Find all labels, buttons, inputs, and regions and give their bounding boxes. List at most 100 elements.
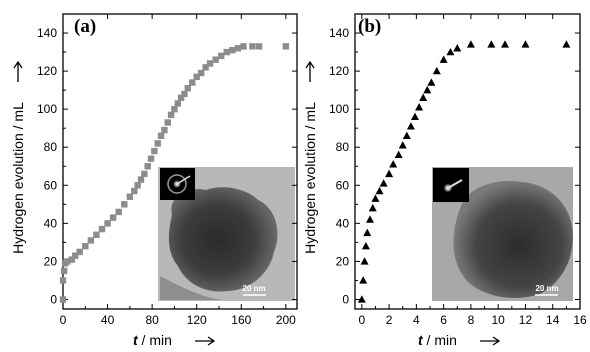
panel-a-y-tick-label: 100 [37, 102, 57, 116]
panel-a-data-point [212, 56, 219, 63]
panel-a-data-point [134, 182, 141, 189]
panel-b-data-point [419, 93, 428, 101]
panel-b-x-tick-label: 6 [440, 313, 447, 327]
panel-b-label: (b) [358, 16, 381, 37]
panel-b-data-point [487, 40, 496, 48]
panel-a-x-tick-label: 120 [187, 313, 207, 327]
panel-a-data-point [171, 105, 178, 113]
panel-a-x-tick-label: 0 [60, 313, 67, 327]
panel-a-data-point [76, 248, 83, 256]
panel-b-x-tick-label: 0 [358, 313, 365, 327]
panel-a-x-axis-label: t / min [133, 332, 172, 348]
panel-b-data-point [453, 44, 462, 52]
panel-a-data-point [202, 64, 209, 71]
panel-a-data-point [181, 90, 188, 98]
panel-a-data-point [68, 256, 76, 263]
panel-b-scale-label: 20 nm [535, 284, 558, 293]
panel-b-data-point [562, 40, 571, 48]
panel-b-data-point [363, 228, 372, 237]
panel-a-label: (a) [74, 16, 96, 37]
panel-b-data-point [432, 66, 441, 75]
panel-a-data-point [64, 258, 71, 265]
panel-a-data-point [93, 231, 100, 238]
panel-b-tem-particle [453, 180, 573, 298]
panel-a-data-point [126, 193, 134, 200]
panel-b-x-tick-label: 14 [546, 313, 560, 327]
panel-b-data-point [361, 241, 370, 250]
panel-a-data-point [255, 43, 263, 50]
panel-a-data-point [115, 208, 122, 216]
panel-a-data-point [223, 48, 230, 56]
panel-b-y-tick-label: 20 [336, 254, 350, 268]
panel-b-data-point [385, 169, 394, 178]
panel-a-data-point [167, 111, 175, 119]
panel-a-data-point [60, 267, 68, 275]
panel-b-y-tick-label: 0 [342, 292, 349, 306]
panel-b-data-point [521, 40, 530, 48]
panel-a-data-point [137, 176, 145, 183]
panel-a-data-point [161, 126, 168, 134]
panel-a-plot-frame [62, 13, 298, 310]
panel-a-data-point [249, 43, 256, 50]
panel-a-data-point [174, 100, 181, 107]
panel-b-data-point [398, 141, 407, 149]
panel-a-data-point [177, 94, 185, 101]
panel-a-data-points [59, 43, 290, 303]
panel-b-x-arrow-icon [480, 336, 501, 346]
panel-b-y-tick-label: 120 [329, 64, 349, 78]
panel-b-data-points [357, 40, 571, 303]
panel-b-data-point [423, 85, 432, 94]
panel-b-data-point [379, 179, 388, 187]
panel-a-y-arrow-icon [13, 60, 23, 82]
panel-b-data-point [406, 122, 415, 130]
panel-a-data-point [59, 296, 67, 303]
panel-a-data-point [151, 147, 158, 155]
panel-a-data-point [82, 242, 89, 250]
panel-a-scale-label: 20 nm [242, 284, 265, 293]
panel-a-data-point [109, 214, 117, 221]
panel-b-data-point [446, 47, 455, 56]
panel-a-y-tick-label: 60 [44, 178, 58, 192]
panel-a-data-point [164, 119, 171, 126]
panel-a-y-tick-label: 80 [44, 140, 58, 154]
panel-b-y-tick-label: 80 [336, 140, 350, 154]
panel-a-data-point [141, 170, 148, 178]
panel-b-data-point [427, 78, 436, 86]
panel-b-y-arrow-icon [305, 60, 315, 82]
panel-b-x-tick-label: 16 [573, 313, 587, 327]
panel-b-data-point [389, 160, 398, 168]
panel-a-y-tick-label: 0 [50, 292, 57, 306]
panel-a-x-tick-label: 40 [101, 313, 115, 327]
panel-a: 20 nm 0 20 40 60 80 100 120 140 0 40 80 120 160 200 (… [10, 13, 298, 348]
panel-b-data-point [402, 131, 411, 140]
panel-a-data-point [147, 155, 155, 162]
panel-b-x-tick-label: 4 [413, 313, 420, 327]
panel-a-data-point [193, 73, 200, 81]
panel-b-x-axis-label: t / min [418, 332, 457, 348]
panel-a-tem-edge [160, 276, 222, 300]
panel-a-data-point [144, 163, 151, 170]
panel-b-data-point [360, 257, 369, 265]
panel-a-data-point [131, 187, 138, 195]
panel-a-x-tick-label: 160 [231, 313, 251, 327]
panel-b-data-point [439, 55, 448, 63]
panel-a-data-point [234, 45, 242, 52]
panel-a-x-tick-label: 80 [145, 313, 159, 327]
panel-b-y-tick-label: 40 [336, 216, 350, 230]
panel-a-data-point [206, 60, 214, 67]
panel-a-data-point [87, 237, 95, 244]
panel-b-data-point [357, 295, 366, 303]
panel-a-data-point [154, 140, 161, 147]
panel-a-tem-particle [168, 187, 278, 292]
panel-a-y-tick-label: 40 [44, 216, 58, 230]
panel-a-x-tick-label: 200 [276, 313, 296, 327]
panel-b-plot-frame [354, 13, 581, 310]
panel-b-data-point [394, 150, 403, 159]
panel-a-data-point [157, 132, 165, 140]
panel-a-inset: 20 nm [158, 167, 295, 301]
panel-b-data-point [466, 40, 475, 48]
panel-b-y-tick-label: 100 [329, 102, 349, 116]
panel-a-data-point [197, 69, 205, 77]
panel-a-data-point [104, 220, 111, 227]
